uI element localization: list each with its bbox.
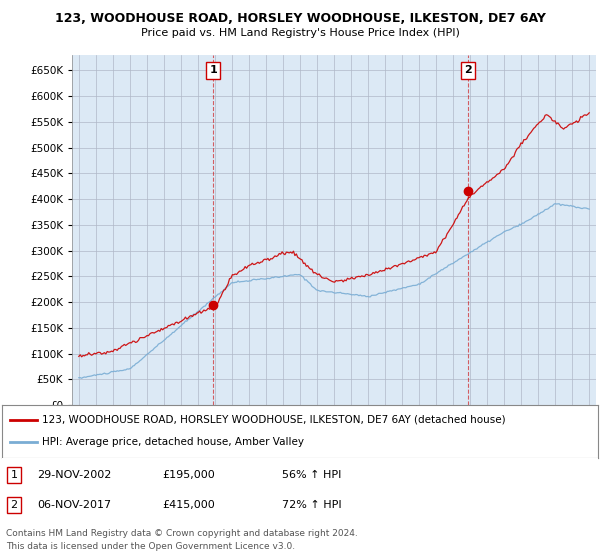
- Text: 123, WOODHOUSE ROAD, HORSLEY WOODHOUSE, ILKESTON, DE7 6AY: 123, WOODHOUSE ROAD, HORSLEY WOODHOUSE, …: [55, 12, 545, 25]
- Text: 123, WOODHOUSE ROAD, HORSLEY WOODHOUSE, ILKESTON, DE7 6AY (detached house): 123, WOODHOUSE ROAD, HORSLEY WOODHOUSE, …: [42, 415, 506, 425]
- Text: HPI: Average price, detached house, Amber Valley: HPI: Average price, detached house, Ambe…: [42, 437, 304, 447]
- Text: 1: 1: [209, 66, 217, 76]
- Text: Contains HM Land Registry data © Crown copyright and database right 2024.
This d: Contains HM Land Registry data © Crown c…: [6, 529, 358, 550]
- Text: 2: 2: [464, 66, 472, 76]
- Text: £415,000: £415,000: [162, 500, 215, 510]
- Text: 06-NOV-2017: 06-NOV-2017: [37, 500, 111, 510]
- Text: Price paid vs. HM Land Registry's House Price Index (HPI): Price paid vs. HM Land Registry's House …: [140, 28, 460, 38]
- Text: 1: 1: [11, 470, 17, 480]
- Text: 2: 2: [10, 500, 17, 510]
- Text: £195,000: £195,000: [162, 470, 215, 480]
- Text: 29-NOV-2002: 29-NOV-2002: [37, 470, 112, 480]
- Text: 72% ↑ HPI: 72% ↑ HPI: [282, 500, 341, 510]
- Text: 56% ↑ HPI: 56% ↑ HPI: [282, 470, 341, 480]
